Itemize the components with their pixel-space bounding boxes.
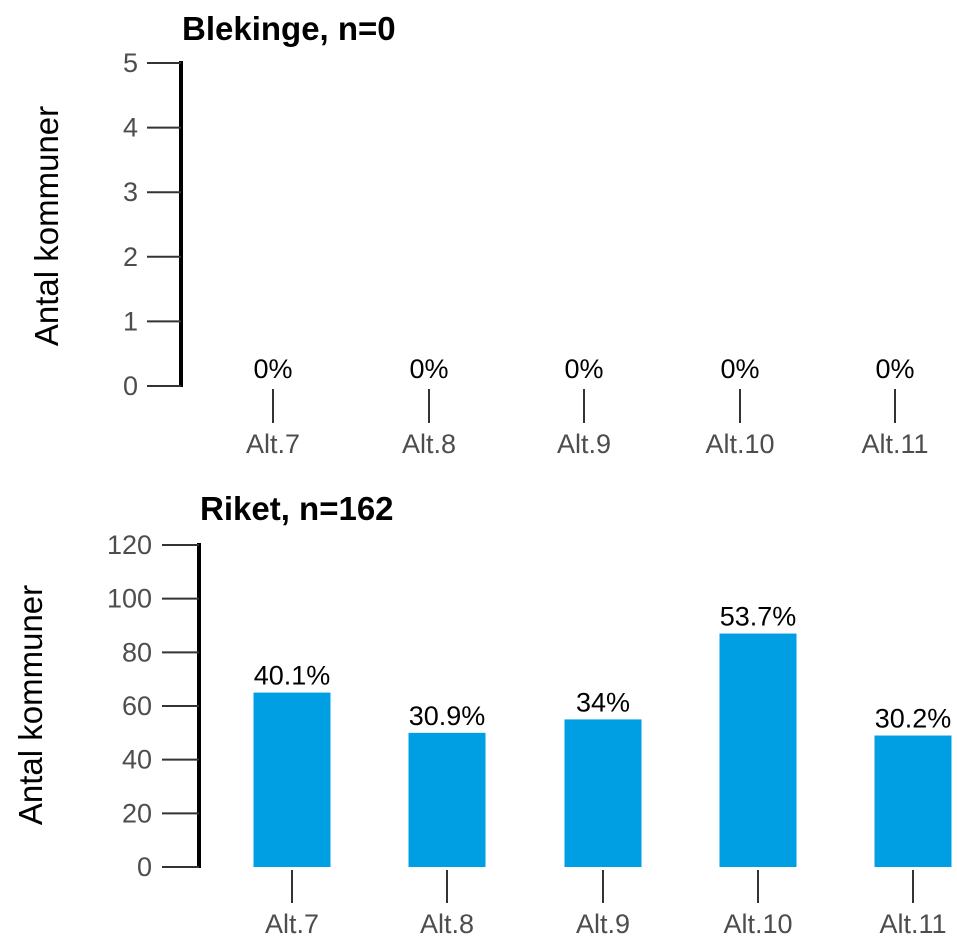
x-tick-label: Alt.10 (705, 429, 774, 459)
y-tick-label: 2 (123, 242, 138, 272)
y-tick-label: 20 (122, 798, 152, 828)
data-label: 30.9% (409, 701, 486, 731)
y-tick-label: 4 (123, 113, 138, 143)
x-tick-label: Alt.7 (246, 429, 300, 459)
bar (408, 732, 486, 867)
y-tick-label: 80 (122, 637, 152, 667)
data-label: 30.2% (875, 704, 952, 734)
y-axis-label: Antal kommuner (12, 585, 49, 825)
y-tick-label: 5 (123, 48, 138, 78)
data-label: 0% (409, 354, 448, 384)
y-tick-label: 40 (122, 745, 152, 775)
data-label: 53.7% (720, 602, 797, 632)
y-tick-label: 60 (122, 691, 152, 721)
x-tick-label: Alt.9 (576, 909, 630, 939)
bar (874, 735, 952, 867)
chart-title: Blekinge, n=0 (182, 10, 396, 47)
chart-panel-blekinge: Blekinge, n=0 Antal kommuner 0 1 2 3 4 5 0% Alt… (28, 10, 929, 459)
bar (564, 719, 642, 867)
y-tick-label: 0 (123, 371, 138, 401)
x-tick-label: Alt.11 (861, 429, 928, 459)
chart-panel-riket: Riket, n=162 Antal kommuner 0 20 40 60 80 100… (12, 490, 952, 939)
bar (253, 692, 331, 867)
x-tick-label: Alt.7 (265, 909, 319, 939)
data-label: 0% (875, 354, 914, 384)
data-label: 0% (720, 354, 759, 384)
chart-title: Riket, n=162 (200, 490, 394, 527)
x-tick-label: Alt.11 (879, 909, 946, 939)
y-tick-label: 100 (107, 584, 152, 614)
y-tick-label: 1 (123, 306, 138, 336)
x-tick-label: Alt.9 (557, 429, 611, 459)
bar (719, 633, 797, 867)
x-tick-label: Alt.8 (402, 429, 456, 459)
data-label: 0% (253, 354, 292, 384)
y-tick-label: 3 (123, 177, 138, 207)
x-tick-label: Alt.10 (723, 909, 792, 939)
data-label: 40.1% (254, 661, 331, 691)
y-axis-label: Antal kommuner (28, 106, 65, 346)
x-tick-label: Alt.8 (420, 909, 474, 939)
data-label: 34% (576, 687, 630, 717)
y-tick-label: 0 (137, 852, 152, 882)
y-tick-label: 120 (107, 530, 152, 560)
data-label: 0% (564, 354, 603, 384)
